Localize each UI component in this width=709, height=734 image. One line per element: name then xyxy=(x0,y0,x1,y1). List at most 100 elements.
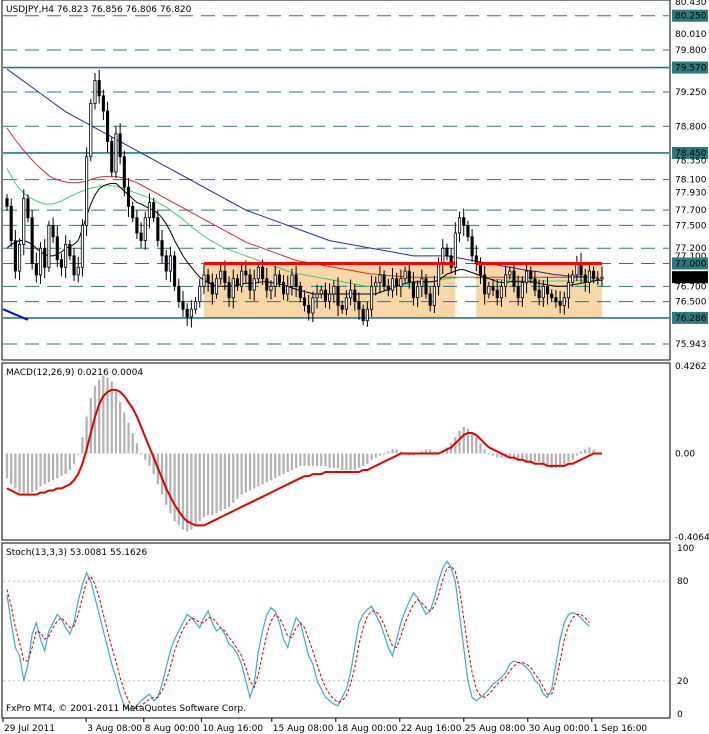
macd-bar xyxy=(496,453,499,458)
macd-bar xyxy=(537,453,541,462)
price-tick-label: 78.800 xyxy=(675,122,707,132)
macd-bar xyxy=(592,449,595,454)
macd-bar xyxy=(554,453,558,468)
candle-body xyxy=(583,274,587,283)
macd-bar xyxy=(85,416,88,454)
macd-bar xyxy=(382,453,386,455)
macd-bar xyxy=(353,453,356,470)
candle-body xyxy=(89,102,93,158)
copyright-text: FxPro MT4, © 2001-2011 MetaQuotes Softwa… xyxy=(6,704,246,714)
price-tick-label: 77.000 xyxy=(675,259,707,269)
candle-body xyxy=(508,270,512,276)
candle-body xyxy=(537,289,541,299)
time-tick-label: 8 Aug 00:00 xyxy=(145,724,200,734)
macd-bar xyxy=(487,453,491,455)
candle-body xyxy=(51,224,55,238)
macd-bar xyxy=(227,453,231,507)
candle-body xyxy=(349,289,353,299)
candle-body xyxy=(587,270,591,283)
candle-body xyxy=(76,266,80,276)
macd-bar xyxy=(177,453,180,526)
macd-bar xyxy=(462,426,465,454)
macd-bar xyxy=(77,453,80,455)
stoch-pane[interactable] xyxy=(3,560,669,712)
macd-bar xyxy=(102,375,105,454)
macd-bar xyxy=(517,453,520,460)
candle-body xyxy=(504,274,508,287)
macd-bar xyxy=(336,453,340,468)
candle-body xyxy=(126,186,131,207)
macd-bar xyxy=(533,453,537,462)
macd-bar xyxy=(387,451,390,454)
macd-bar xyxy=(131,432,134,454)
ma-red-line xyxy=(6,127,598,278)
macd-bar xyxy=(362,453,365,466)
price-axis: 80.430 80.250 80.010 79.800 79.570 79.250 78.8… xyxy=(672,0,708,350)
candle-body xyxy=(173,255,177,287)
macd-bar xyxy=(546,453,549,466)
candle-body xyxy=(453,232,457,268)
macd-bar xyxy=(567,453,570,462)
macd-bar xyxy=(307,453,310,466)
macd-bar xyxy=(525,453,528,462)
time-tick-label: 25 Aug 08:00 xyxy=(465,724,526,734)
candle-body xyxy=(206,274,210,283)
macd-bar xyxy=(424,449,428,454)
candle-body xyxy=(219,270,223,280)
macd-bar xyxy=(51,453,55,481)
price-tick-label: 76.500 xyxy=(675,298,707,308)
candle-body xyxy=(34,263,38,276)
candlesticks xyxy=(5,69,604,328)
candle-body xyxy=(302,297,307,306)
macd-bar xyxy=(64,453,67,475)
price-tick-label: 80.430 xyxy=(675,0,707,8)
candle-body xyxy=(478,263,483,276)
candle-body xyxy=(194,301,198,310)
time-tick-label: 10 Aug 16:00 xyxy=(202,724,263,734)
macd-pane[interactable] xyxy=(5,375,602,532)
candle-body xyxy=(152,202,156,219)
stoch-tick-label: 20 xyxy=(677,677,689,687)
candle-body xyxy=(466,224,470,238)
candle-body xyxy=(97,80,101,97)
candle-body xyxy=(286,285,290,295)
macd-bar xyxy=(110,381,113,454)
trend-annotation-line xyxy=(2,308,29,321)
candle-body xyxy=(110,141,114,173)
price-pane[interactable] xyxy=(2,15,669,345)
macd-bar xyxy=(72,453,76,464)
candle-body xyxy=(378,274,382,283)
candle-body xyxy=(441,247,445,264)
macd-bar xyxy=(345,453,348,470)
macd-bar xyxy=(508,453,511,458)
candle-body xyxy=(18,244,22,272)
macd-bar xyxy=(466,428,470,454)
candle-body xyxy=(407,270,411,283)
candle-body xyxy=(315,293,319,299)
macd-bar xyxy=(253,453,256,489)
candle-body xyxy=(202,274,206,287)
candle-body xyxy=(424,278,428,295)
macd-bar xyxy=(106,377,109,454)
macd-tick-label: -0.4064 xyxy=(675,533,709,543)
price-tag xyxy=(672,271,708,284)
macd-bar xyxy=(56,453,59,479)
macd-bar xyxy=(236,453,239,499)
price-tick-label: 80.010 xyxy=(675,30,707,40)
macd-bar xyxy=(491,453,495,456)
macd-bar xyxy=(274,453,277,479)
macd-bar xyxy=(341,453,344,470)
macd-bar xyxy=(374,453,377,458)
macd-pane-header: MACD(12,26,9) 0.0216 0.0004 xyxy=(6,368,143,378)
candle-body xyxy=(311,297,315,314)
candle-body xyxy=(420,278,424,287)
candle-body xyxy=(328,293,332,302)
macd-tick-label: 0.00 xyxy=(675,450,695,460)
price-tag xyxy=(672,257,708,270)
macd-bar xyxy=(198,453,201,522)
macd-bar xyxy=(60,453,63,477)
candle-body xyxy=(93,80,97,104)
candle-body xyxy=(252,278,256,291)
candle-body xyxy=(416,285,420,299)
